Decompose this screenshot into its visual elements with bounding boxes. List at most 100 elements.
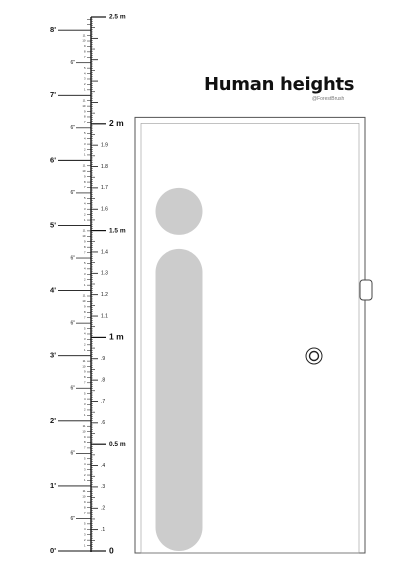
inch-label: 1 — [84, 543, 86, 547]
decimeter-label: .6 — [101, 420, 105, 426]
figure-head — [155, 187, 203, 235]
decimeter-label: 1.1 — [101, 313, 108, 319]
decimeter-label: .8 — [101, 377, 105, 383]
inch-label: 5 — [84, 131, 86, 135]
decimeter-label: .1 — [101, 527, 105, 533]
foot-label: 7' — [50, 90, 56, 99]
inch-label: 7 — [84, 55, 86, 59]
inch-label: 8 — [84, 50, 86, 54]
inch-label: 7 — [84, 120, 86, 124]
inch-label: 11 — [83, 424, 86, 428]
inch-label: 3 — [84, 337, 86, 341]
inch-label: 4 — [84, 136, 86, 140]
credit-text: @ForestBrush — [312, 96, 345, 102]
inch-label: 3 — [84, 402, 86, 406]
inch-label: 10 — [82, 169, 86, 173]
inch-label: 3 — [84, 467, 86, 471]
decimeter-label: 1.6 — [101, 207, 108, 213]
inch-label: 2 — [84, 82, 86, 86]
inch-label: 5 — [84, 261, 86, 265]
inch-label: 4 — [84, 267, 86, 271]
inch-label: 4 — [84, 397, 86, 401]
inch-label: 1 — [84, 218, 86, 222]
inch-label: 4 — [84, 332, 86, 336]
decimeter-label: 1.7 — [101, 185, 108, 191]
decimeter-label: .3 — [101, 484, 105, 490]
inch-label: 5 — [84, 326, 86, 330]
meter-label: 0.5 m — [109, 441, 126, 448]
inch-label: 7 — [84, 511, 86, 515]
foot-label: 0' — [50, 546, 56, 555]
decimeter-label: 1.9 — [101, 142, 108, 148]
door-knob-icon[interactable] — [305, 347, 323, 365]
inch-label: 2 — [84, 147, 86, 151]
inch-label: 1 — [84, 478, 86, 482]
inch-label: 1 — [84, 413, 86, 417]
inch-label: 3 — [84, 532, 86, 536]
inch-label: 2 — [84, 473, 86, 477]
inch-label: 8 — [84, 180, 86, 184]
half-foot-label: 6" — [70, 255, 75, 261]
foot-label: 5' — [50, 220, 56, 229]
inch-label: 9 — [84, 500, 86, 504]
foot-label: 3' — [50, 351, 56, 360]
half-foot-label: 6" — [70, 386, 75, 392]
inch-label: 3 — [84, 77, 86, 81]
inch-label: 2 — [84, 277, 86, 281]
inch-label: 2 — [84, 408, 86, 412]
person-figure[interactable] — [155, 187, 203, 551]
half-foot-label: 6" — [70, 516, 75, 522]
inch-label: 10 — [82, 494, 86, 498]
decimeter-label: 1.4 — [101, 249, 108, 255]
inch-label: 11 — [83, 229, 86, 233]
inch-label: 2 — [84, 538, 86, 542]
inch-label: 5 — [84, 522, 86, 526]
inch-label: 11 — [83, 33, 86, 37]
decimeter-label: 1.2 — [101, 292, 108, 298]
inch-label: 4 — [84, 202, 86, 206]
foot-label: 8' — [50, 25, 56, 34]
inch-label: 9 — [84, 370, 86, 374]
inch-label: 8 — [84, 115, 86, 119]
inch-label: 1 — [84, 153, 86, 157]
decimeter-label: .2 — [101, 506, 105, 512]
decimeter-label: 1.8 — [101, 164, 108, 170]
inch-label: 10 — [82, 104, 86, 108]
meter-label: 2.5 m — [109, 14, 126, 21]
meter-label: 1 m — [109, 332, 124, 342]
inch-label: 10 — [82, 299, 86, 303]
inch-label: 3 — [84, 207, 86, 211]
half-foot-label: 6" — [70, 320, 75, 326]
inch-label: 1 — [84, 283, 86, 287]
door — [134, 116, 373, 554]
inch-label: 9 — [84, 109, 86, 113]
inch-label: 11 — [83, 359, 86, 363]
meter-label: 0 — [109, 545, 114, 555]
inch-label: 3 — [84, 272, 86, 276]
inch-label: 9 — [84, 305, 86, 309]
inch-label: 4 — [84, 462, 86, 466]
inch-label: 10 — [82, 429, 86, 433]
inch-label: 9 — [84, 435, 86, 439]
decimeter-label: .4 — [101, 463, 105, 469]
inch-label: 4 — [84, 71, 86, 75]
inch-label: 11 — [83, 98, 86, 102]
inch-label: 8 — [84, 505, 86, 509]
foot-label: 4' — [50, 286, 56, 295]
inch-label: 7 — [84, 315, 86, 319]
meter-label: 2 m — [109, 118, 124, 128]
door-frame-inner — [140, 123, 360, 554]
half-foot-label: 6" — [70, 125, 75, 131]
hinge-icon — [359, 279, 373, 301]
inch-label: 11 — [83, 164, 86, 168]
inch-label: 1 — [84, 348, 86, 352]
decimeter-label: 1.3 — [101, 271, 108, 277]
inch-label: 7 — [84, 185, 86, 189]
inch-label: 9 — [84, 239, 86, 243]
inch-label: 5 — [84, 457, 86, 461]
inch-label: 8 — [84, 310, 86, 314]
inch-label: 5 — [84, 391, 86, 395]
inch-label: 8 — [84, 245, 86, 249]
inch-label: 8 — [84, 440, 86, 444]
